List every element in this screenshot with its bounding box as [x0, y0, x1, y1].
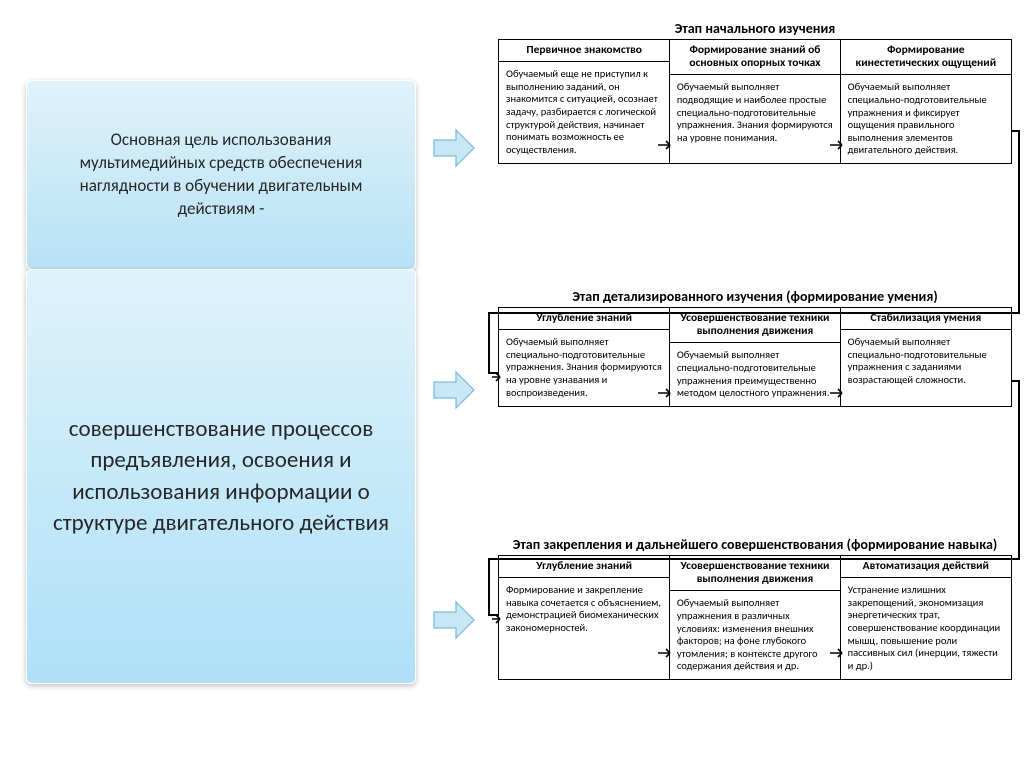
left-title-text: Основная цель использования мультимедийн…	[49, 129, 393, 221]
connector-line	[1018, 130, 1020, 314]
cell-head: Усовершенствование техники выполнения дв…	[670, 556, 840, 591]
diagram-root: Основная цель использования мультимедийн…	[0, 0, 1024, 767]
stage-2-cell-1: Углубление знаний Обучаемый выполняет сп…	[498, 307, 670, 407]
left-panel: Основная цель использования мультимедийн…	[26, 80, 416, 684]
stage-1-row: Первичное знакомство Обучаемый еще не пр…	[498, 39, 1012, 164]
cell-head: Первичное знакомство	[499, 40, 669, 62]
stage-2-title: Этап детализированного изучения (формиро…	[498, 288, 1012, 305]
stage-3-cell-3: Автоматизация действий Устранение излишн…	[840, 555, 1012, 680]
connector-line	[488, 558, 1020, 560]
stage-3-cell-2: Усовершенствование техники выполнения дв…	[669, 555, 841, 680]
stage-3-row: Углубление знаний Формирование и закрепл…	[498, 555, 1012, 680]
arrow-icon	[432, 126, 476, 170]
left-title-box: Основная цель использования мультимедийн…	[26, 80, 416, 270]
connector-line	[488, 312, 490, 374]
cell-body: Устранение излишних закрепощений, эконом…	[841, 578, 1011, 678]
stage-2-cell-3: Стабилизация умения Обучаемый выполняет …	[840, 307, 1012, 407]
flow-arrow-icon	[658, 647, 676, 659]
flow-arrow-icon	[658, 139, 676, 151]
cell-body: Формирование и закрепление навыка сочета…	[499, 578, 669, 640]
flow-arrow-icon	[830, 647, 848, 659]
cell-head: Формирование знаний об основных опорных …	[670, 40, 840, 75]
flow-arrow-icon	[830, 387, 848, 399]
cell-body: Обучаемый выполняет специально-подготови…	[670, 343, 840, 405]
cell-body: Обучаемый выполняет подводящие и наиболе…	[670, 75, 840, 150]
left-body-box: совершенствование процессов предъявления…	[26, 269, 416, 684]
left-body-text: совершенствование процессов предъявления…	[49, 414, 393, 538]
stage-1-cell-1: Первичное знакомство Обучаемый еще не пр…	[498, 39, 670, 164]
connector-line	[488, 558, 490, 616]
connector-line	[488, 312, 1020, 314]
flow-arrow-icon	[658, 387, 676, 399]
cell-body: Обучаемый выполняет специально-подготови…	[841, 75, 1011, 163]
connector-arrowhead-icon	[492, 610, 502, 620]
stage-3-title: Этап закрепления и дальнейшего совершенс…	[498, 536, 1012, 553]
arrow-icon	[432, 598, 476, 642]
stage-2: Этап детализированного изучения (формиро…	[498, 288, 1012, 407]
stage-2-cell-2: Усовершенствование техники выполнения дв…	[669, 307, 841, 407]
connector-line	[1018, 380, 1020, 560]
connector-arrowhead-icon	[492, 368, 502, 378]
arrow-icon	[432, 368, 476, 412]
stage-1-cell-2: Формирование знаний об основных опорных …	[669, 39, 841, 164]
stage-1-cell-3: Формирование кинестетических ощущений Об…	[840, 39, 1012, 164]
stage-2-row: Углубление знаний Обучаемый выполняет сп…	[498, 307, 1012, 407]
cell-body: Обучаемый выполняет специально-подготови…	[841, 330, 1011, 392]
cell-head: Формирование кинестетических ощущений	[841, 40, 1011, 75]
cell-body: Обучаемый выполняет упражнения в различн…	[670, 591, 840, 679]
stage-1-title: Этап начального изучения	[498, 20, 1012, 37]
stage-3-cell-1: Углубление знаний Формирование и закрепл…	[498, 555, 670, 680]
flow-arrow-icon	[830, 139, 848, 151]
cell-body: Обучаемый выполняет специально-подготови…	[499, 330, 669, 405]
stage-1: Этап начального изучения Первичное знако…	[498, 20, 1012, 164]
cell-body: Обучаемый еще не приступил к выполнению …	[499, 62, 669, 162]
